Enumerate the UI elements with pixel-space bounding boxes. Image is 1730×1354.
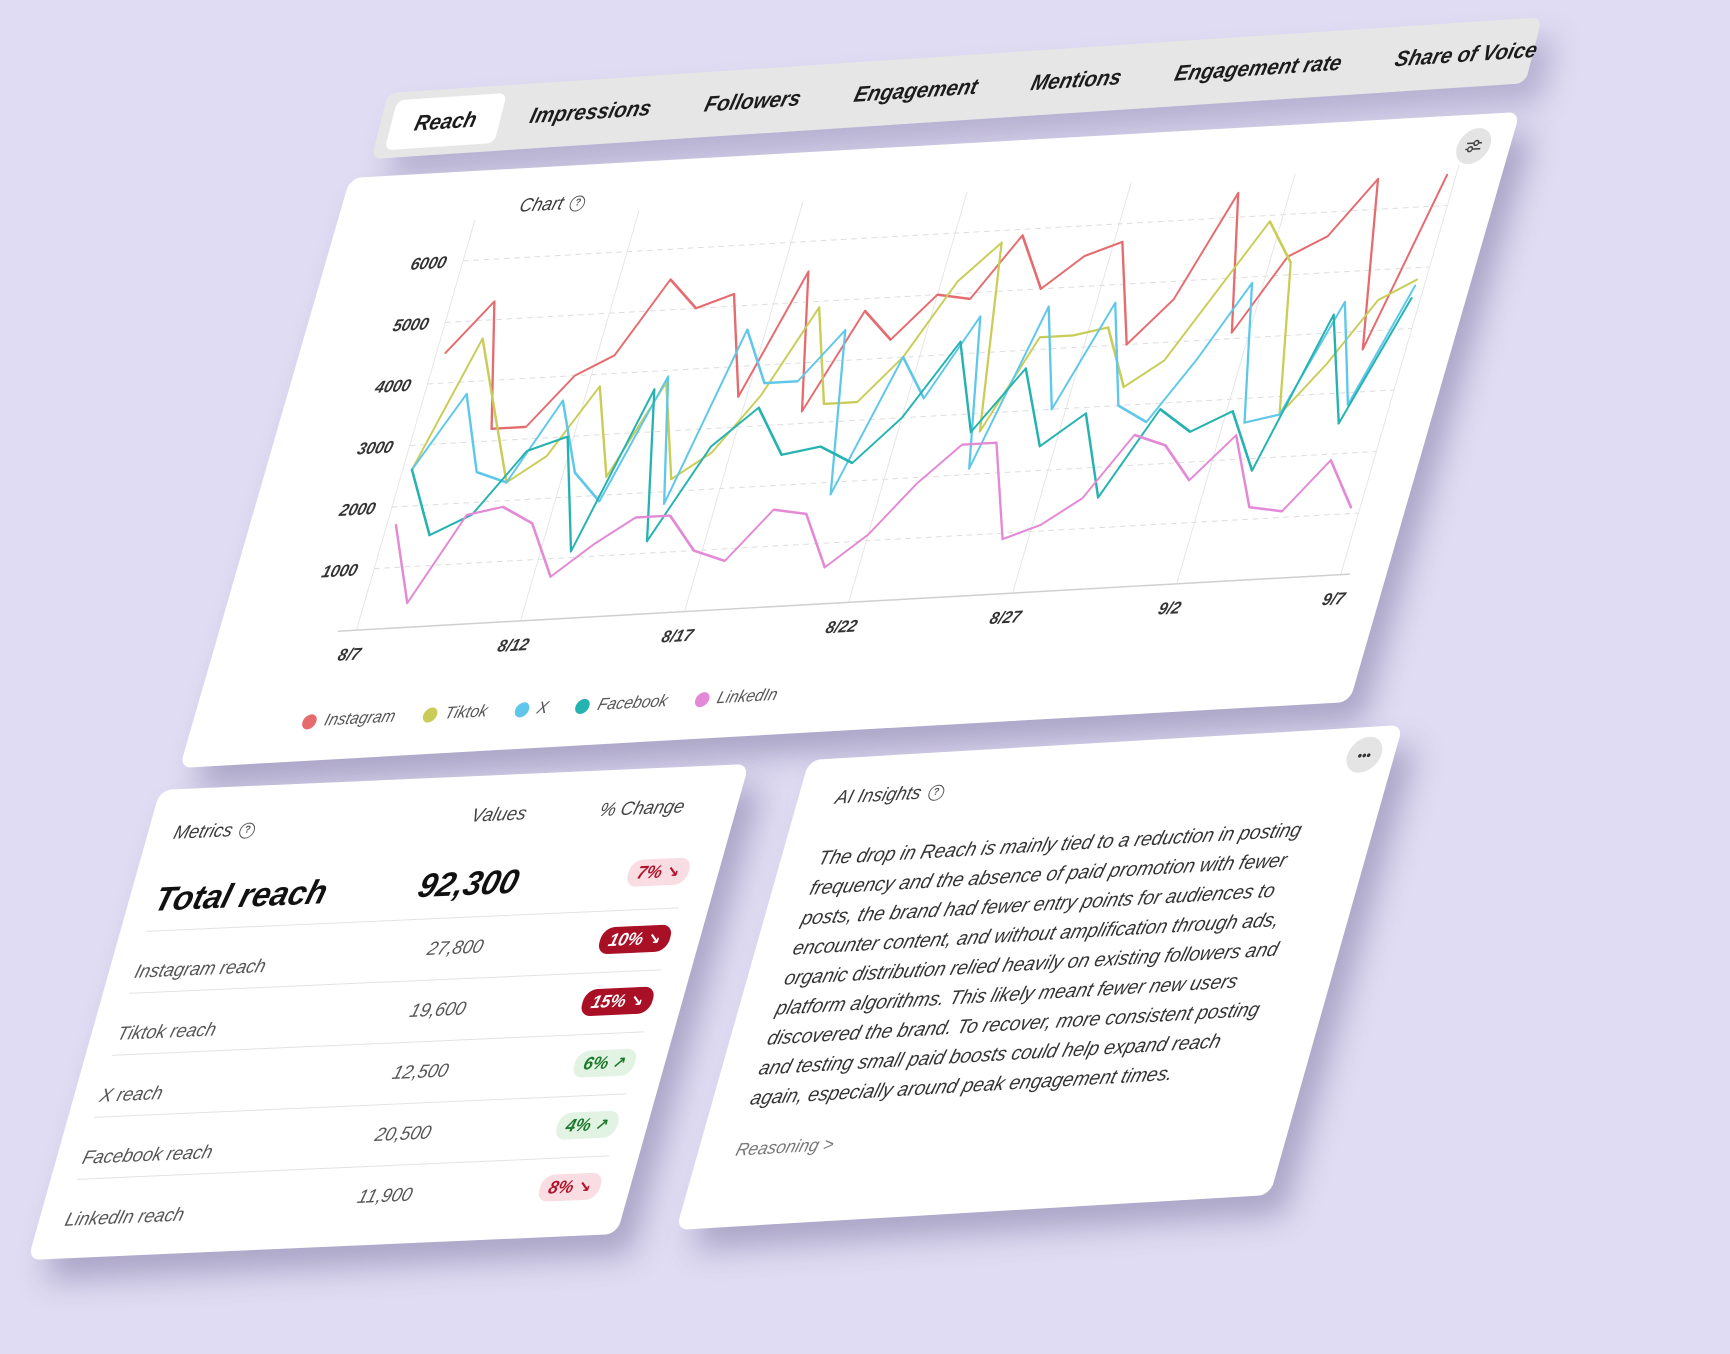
row-label: Instagram reach xyxy=(132,956,269,983)
change-value: 4% xyxy=(563,1114,594,1136)
help-icon[interactable]: ? xyxy=(926,784,946,802)
total-change-value: 7% xyxy=(634,861,665,883)
row-label: X reach xyxy=(97,1083,166,1107)
legend-label: Tiktok xyxy=(442,701,491,723)
change-value: 15% xyxy=(588,990,629,1013)
tab-mentions[interactable]: Mentions xyxy=(1028,64,1125,96)
row-value: 19,600 xyxy=(407,998,469,1023)
y-tick-label: 4000 xyxy=(372,376,414,397)
trend-down-icon: ↘ xyxy=(575,1178,594,1196)
row-label: LinkedIn reach xyxy=(62,1204,187,1231)
total-reach-value: 92,300 xyxy=(413,862,524,906)
y-tick-label: 5000 xyxy=(391,314,432,335)
series-line-x xyxy=(410,281,1417,505)
legend-label: Facebook xyxy=(595,691,671,715)
insights-title: AI Insights ? xyxy=(833,781,947,809)
x-gridline xyxy=(1012,183,1132,594)
trend-up-icon: ↗ xyxy=(593,1116,611,1134)
total-reach-label: Total reach xyxy=(150,873,332,919)
tab-engagement-rate[interactable]: Engagement rate xyxy=(1172,49,1345,86)
row-label: Facebook reach xyxy=(79,1142,216,1169)
sliders-icon[interactable] xyxy=(1451,127,1496,166)
x-gridline xyxy=(1176,173,1296,584)
legend-dot xyxy=(300,713,319,730)
legend-label: LinkedIn xyxy=(714,684,781,708)
legend-item-tiktok[interactable]: Tiktok xyxy=(420,701,490,725)
change-badge: 6% ↗ xyxy=(570,1048,640,1079)
x-gridline xyxy=(355,220,476,631)
trend-down-icon: ↘ xyxy=(627,992,646,1010)
x-tick-label: 8/12 xyxy=(495,635,532,656)
legend-dot xyxy=(420,706,440,723)
trend-up-icon: ↗ xyxy=(610,1054,629,1072)
legend-dot xyxy=(693,691,712,708)
x-tick-label: 9/2 xyxy=(1156,598,1184,619)
trend-down-icon: ↘ xyxy=(645,930,663,948)
legend-label: X xyxy=(534,697,551,718)
legend-label: Instagram xyxy=(322,706,398,730)
legend-item-instagram[interactable]: Instagram xyxy=(300,706,398,731)
y-tick-label: 3000 xyxy=(355,437,396,458)
tab-impressions[interactable]: Impressions xyxy=(527,95,655,129)
change-column-header: % Change xyxy=(596,796,688,822)
y-tick-label: 2000 xyxy=(336,499,378,520)
change-badge: 8% ↘ xyxy=(535,1172,605,1203)
row-value: 11,900 xyxy=(355,1184,415,1209)
insights-text: The drop in Reach is mainly tied to a re… xyxy=(747,819,1305,1110)
legend-item-facebook[interactable]: Facebook xyxy=(573,691,670,716)
series-line-tiktok xyxy=(410,220,1418,484)
sliders-icon-glyph xyxy=(1465,139,1483,153)
chart-card: Chart ? 1000 2000 3000 4000 5000 6000 8/7 8/12 8… xyxy=(179,111,1521,768)
row-value: 12,500 xyxy=(389,1060,451,1085)
change-badge: 15% ↘ xyxy=(578,986,657,1017)
x-axis-line xyxy=(337,573,1351,632)
y-tick-label: 6000 xyxy=(408,253,449,274)
legend-item-x[interactable]: X xyxy=(512,698,551,720)
series-line-linkedin xyxy=(394,433,1353,605)
x-gridline xyxy=(1340,164,1460,575)
tab-share-of-voice[interactable]: Share of Voice xyxy=(1392,37,1541,72)
change-badge: 4% ↗ xyxy=(552,1110,622,1141)
metrics-title-text: Metrics xyxy=(171,820,236,844)
x-tick-label: 8/27 xyxy=(987,607,1024,628)
insights-title-text: AI Insights xyxy=(832,782,924,809)
ai-insights-card: AI Insights ? ••• The drop in Reach is m… xyxy=(676,724,1404,1230)
x-tick-label: 8/17 xyxy=(659,626,696,647)
x-tick-label: 9/7 xyxy=(1320,589,1348,610)
total-change-badge: 7% ↘ xyxy=(623,857,693,888)
trend-down-icon: ↘ xyxy=(664,863,682,881)
row-value: 20,500 xyxy=(372,1122,434,1147)
x-gridline xyxy=(684,201,804,612)
row-label: Tiktok reach xyxy=(114,1019,219,1045)
values-column-header: Values xyxy=(468,803,530,827)
tab-engagement[interactable]: Engagement xyxy=(851,73,981,107)
change-value: 8% xyxy=(546,1176,577,1198)
change-badge: 10% ↘ xyxy=(595,924,674,955)
metrics-card: Metrics ? Values % Change Total reach 92… xyxy=(27,764,750,1260)
y-tick-label: 1000 xyxy=(319,560,360,581)
legend-item-linkedin[interactable]: LinkedIn xyxy=(692,685,780,710)
legend-dot xyxy=(512,701,532,718)
help-icon[interactable]: ? xyxy=(237,822,258,839)
series-line-facebook xyxy=(410,297,1413,553)
metrics-title: Metrics ? xyxy=(171,819,258,845)
change-value: 6% xyxy=(580,1052,612,1074)
row-value: 27,800 xyxy=(424,936,486,961)
x-tick-label: 8/7 xyxy=(336,644,364,665)
change-value: 10% xyxy=(606,928,647,951)
x-gridline xyxy=(520,210,640,621)
legend-dot xyxy=(573,698,592,714)
tab-reach[interactable]: Reach xyxy=(384,93,508,151)
tab-followers[interactable]: Followers xyxy=(702,85,804,117)
reasoning-link[interactable]: Reasoning > xyxy=(733,1134,837,1160)
reach-line-chart: 1000 2000 3000 4000 5000 6000 8/7 8/12 8/17 8/22 8… xyxy=(319,164,1460,665)
x-gridline xyxy=(848,192,968,603)
x-tick-label: 8/22 xyxy=(823,616,860,637)
more-icon[interactable]: ••• xyxy=(1342,735,1387,774)
